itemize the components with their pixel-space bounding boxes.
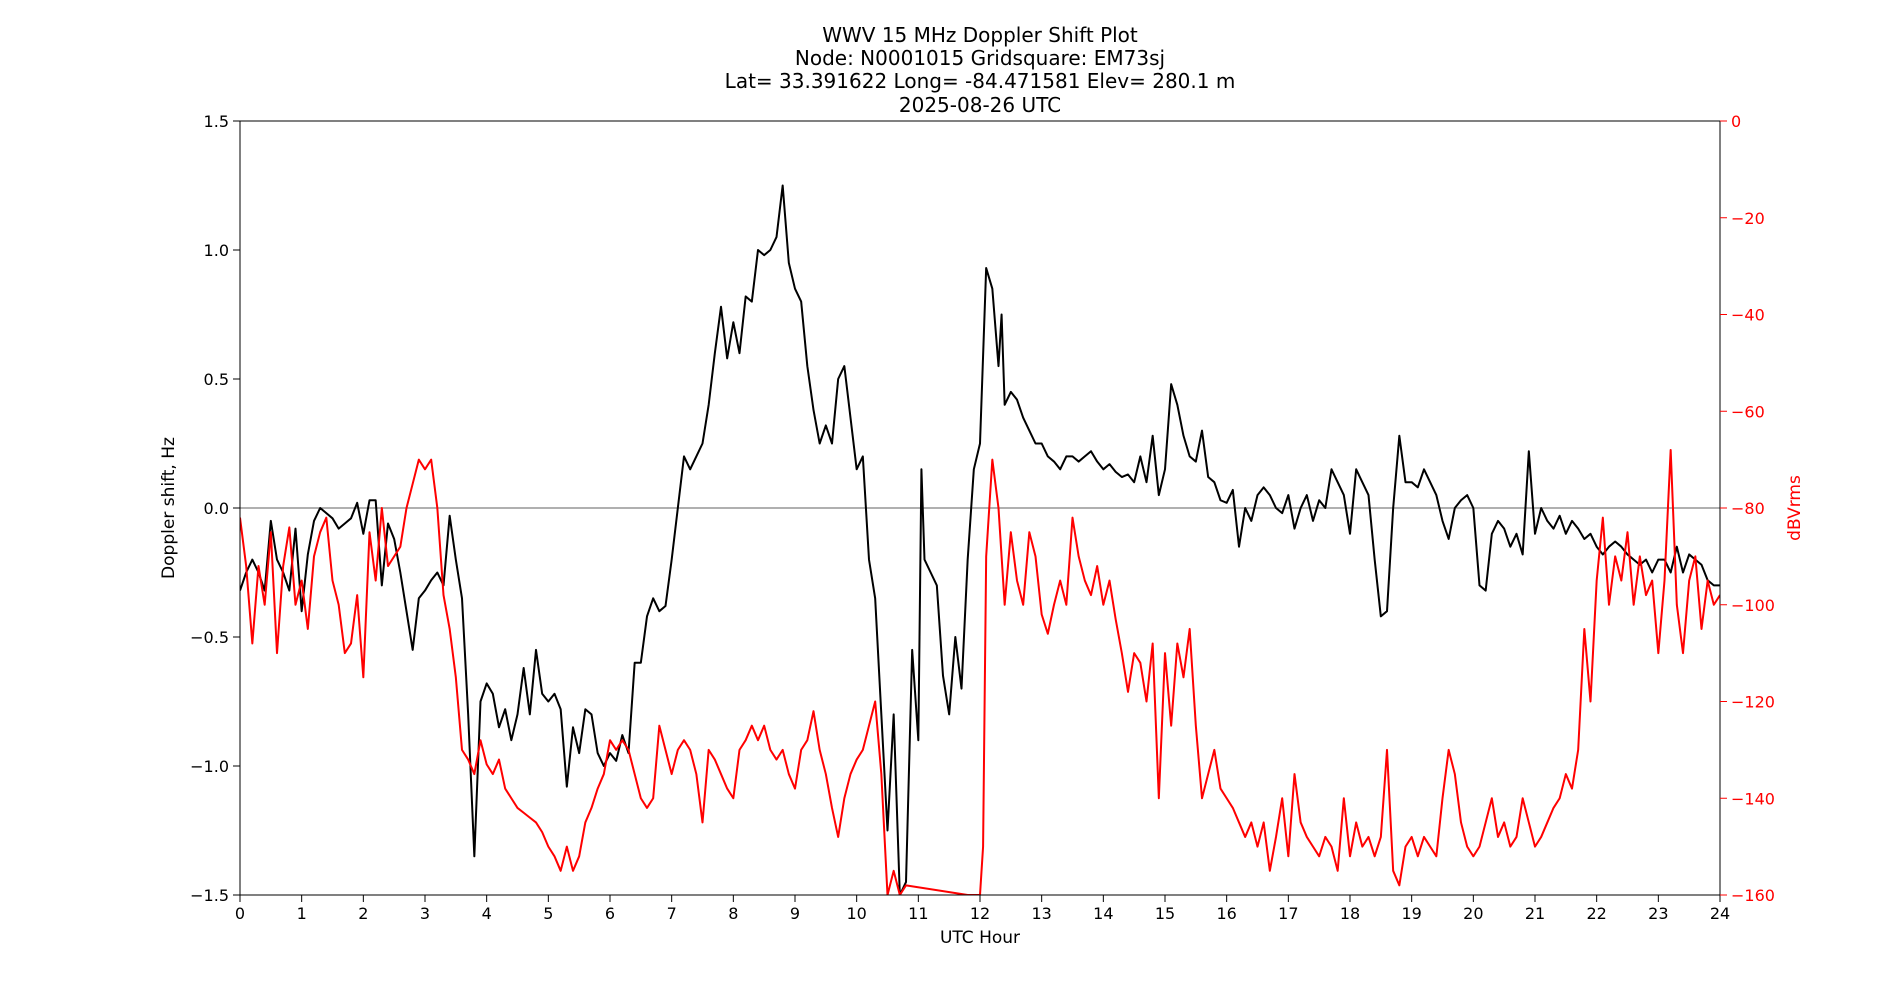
x-tick-label: 19 — [1401, 904, 1421, 923]
y2-tick-label: −140 — [1731, 789, 1775, 808]
x-tick-label: 0 — [235, 904, 245, 923]
title-line-3: Lat= 33.391622 Long= -84.471581 Elev= 28… — [725, 69, 1236, 93]
x-tick-label: 6 — [605, 904, 615, 923]
y-tick-label: 0.5 — [204, 370, 229, 389]
x-tick-label: 17 — [1278, 904, 1298, 923]
title-line-2: Node: N0001015 Gridsquare: EM73sj — [795, 46, 1165, 70]
x-tick-label: 9 — [790, 904, 800, 923]
x-tick-label: 23 — [1648, 904, 1668, 923]
y2-tick-label: −120 — [1731, 693, 1775, 712]
doppler-series-line — [240, 184, 1720, 895]
x-axis-label: UTC Hour — [940, 928, 1020, 948]
power-series-line — [240, 448, 1720, 895]
x-tick-label: 10 — [846, 904, 866, 923]
left-y-axis-ticks: −1.5 −1.0 −0.5 0.0 0.5 1.0 1.5 — [190, 112, 240, 905]
x-tick-label: 12 — [970, 904, 990, 923]
y2-tick-label: 0 — [1731, 112, 1741, 131]
title-line-1: WWV 15 MHz Doppler Shift Plot — [822, 23, 1138, 47]
y2-tick-label: −60 — [1731, 402, 1765, 421]
chart-title: WWV 15 MHz Doppler Shift Plot Node: N000… — [725, 23, 1236, 117]
y-tick-label: 1.5 — [204, 112, 229, 131]
y2-tick-label: −80 — [1731, 499, 1765, 518]
x-tick-label: 13 — [1031, 904, 1051, 923]
x-axis-ticks: 0 1 2 3 4 5 6 7 8 9 10 11 12 13 14 15 16 17 18 19 20 21 22 23 24 — [235, 895, 1730, 923]
x-tick-label: 16 — [1216, 904, 1236, 923]
right-y-axis-ticks: −160 −140 −120 −100 −80 −60 −40 −20 0 — [1720, 112, 1775, 905]
x-tick-label: 4 — [482, 904, 492, 923]
x-tick-label: 5 — [543, 904, 553, 923]
x-tick-label: 24 — [1710, 904, 1730, 923]
x-tick-label: 15 — [1155, 904, 1175, 923]
y2-tick-label: −40 — [1731, 306, 1765, 325]
y2-tick-label: −100 — [1731, 596, 1775, 615]
x-tick-label: 11 — [908, 904, 928, 923]
y2-axis-label: dBVrms — [1785, 475, 1805, 541]
x-tick-label: 14 — [1093, 904, 1113, 923]
x-tick-label: 22 — [1586, 904, 1606, 923]
y-tick-label: 0.0 — [204, 499, 229, 518]
x-tick-label: 7 — [667, 904, 677, 923]
y-tick-label: −1.0 — [190, 757, 229, 776]
x-tick-label: 8 — [728, 904, 738, 923]
y2-tick-label: −160 — [1731, 886, 1775, 905]
y-tick-label: −0.5 — [190, 628, 229, 647]
y-axis-label: Doppler shift, Hz — [159, 437, 179, 579]
x-tick-label: 21 — [1525, 904, 1545, 923]
x-tick-label: 1 — [297, 904, 307, 923]
y-tick-label: −1.5 — [190, 886, 229, 905]
y-tick-label: 1.0 — [204, 241, 229, 260]
series-group — [240, 184, 1720, 895]
y2-tick-label: −20 — [1731, 209, 1765, 228]
x-tick-label: 20 — [1463, 904, 1483, 923]
title-line-4: 2025-08-26 UTC — [899, 93, 1061, 117]
x-tick-label: 18 — [1340, 904, 1360, 923]
x-tick-label: 3 — [420, 904, 430, 923]
x-tick-label: 2 — [358, 904, 368, 923]
